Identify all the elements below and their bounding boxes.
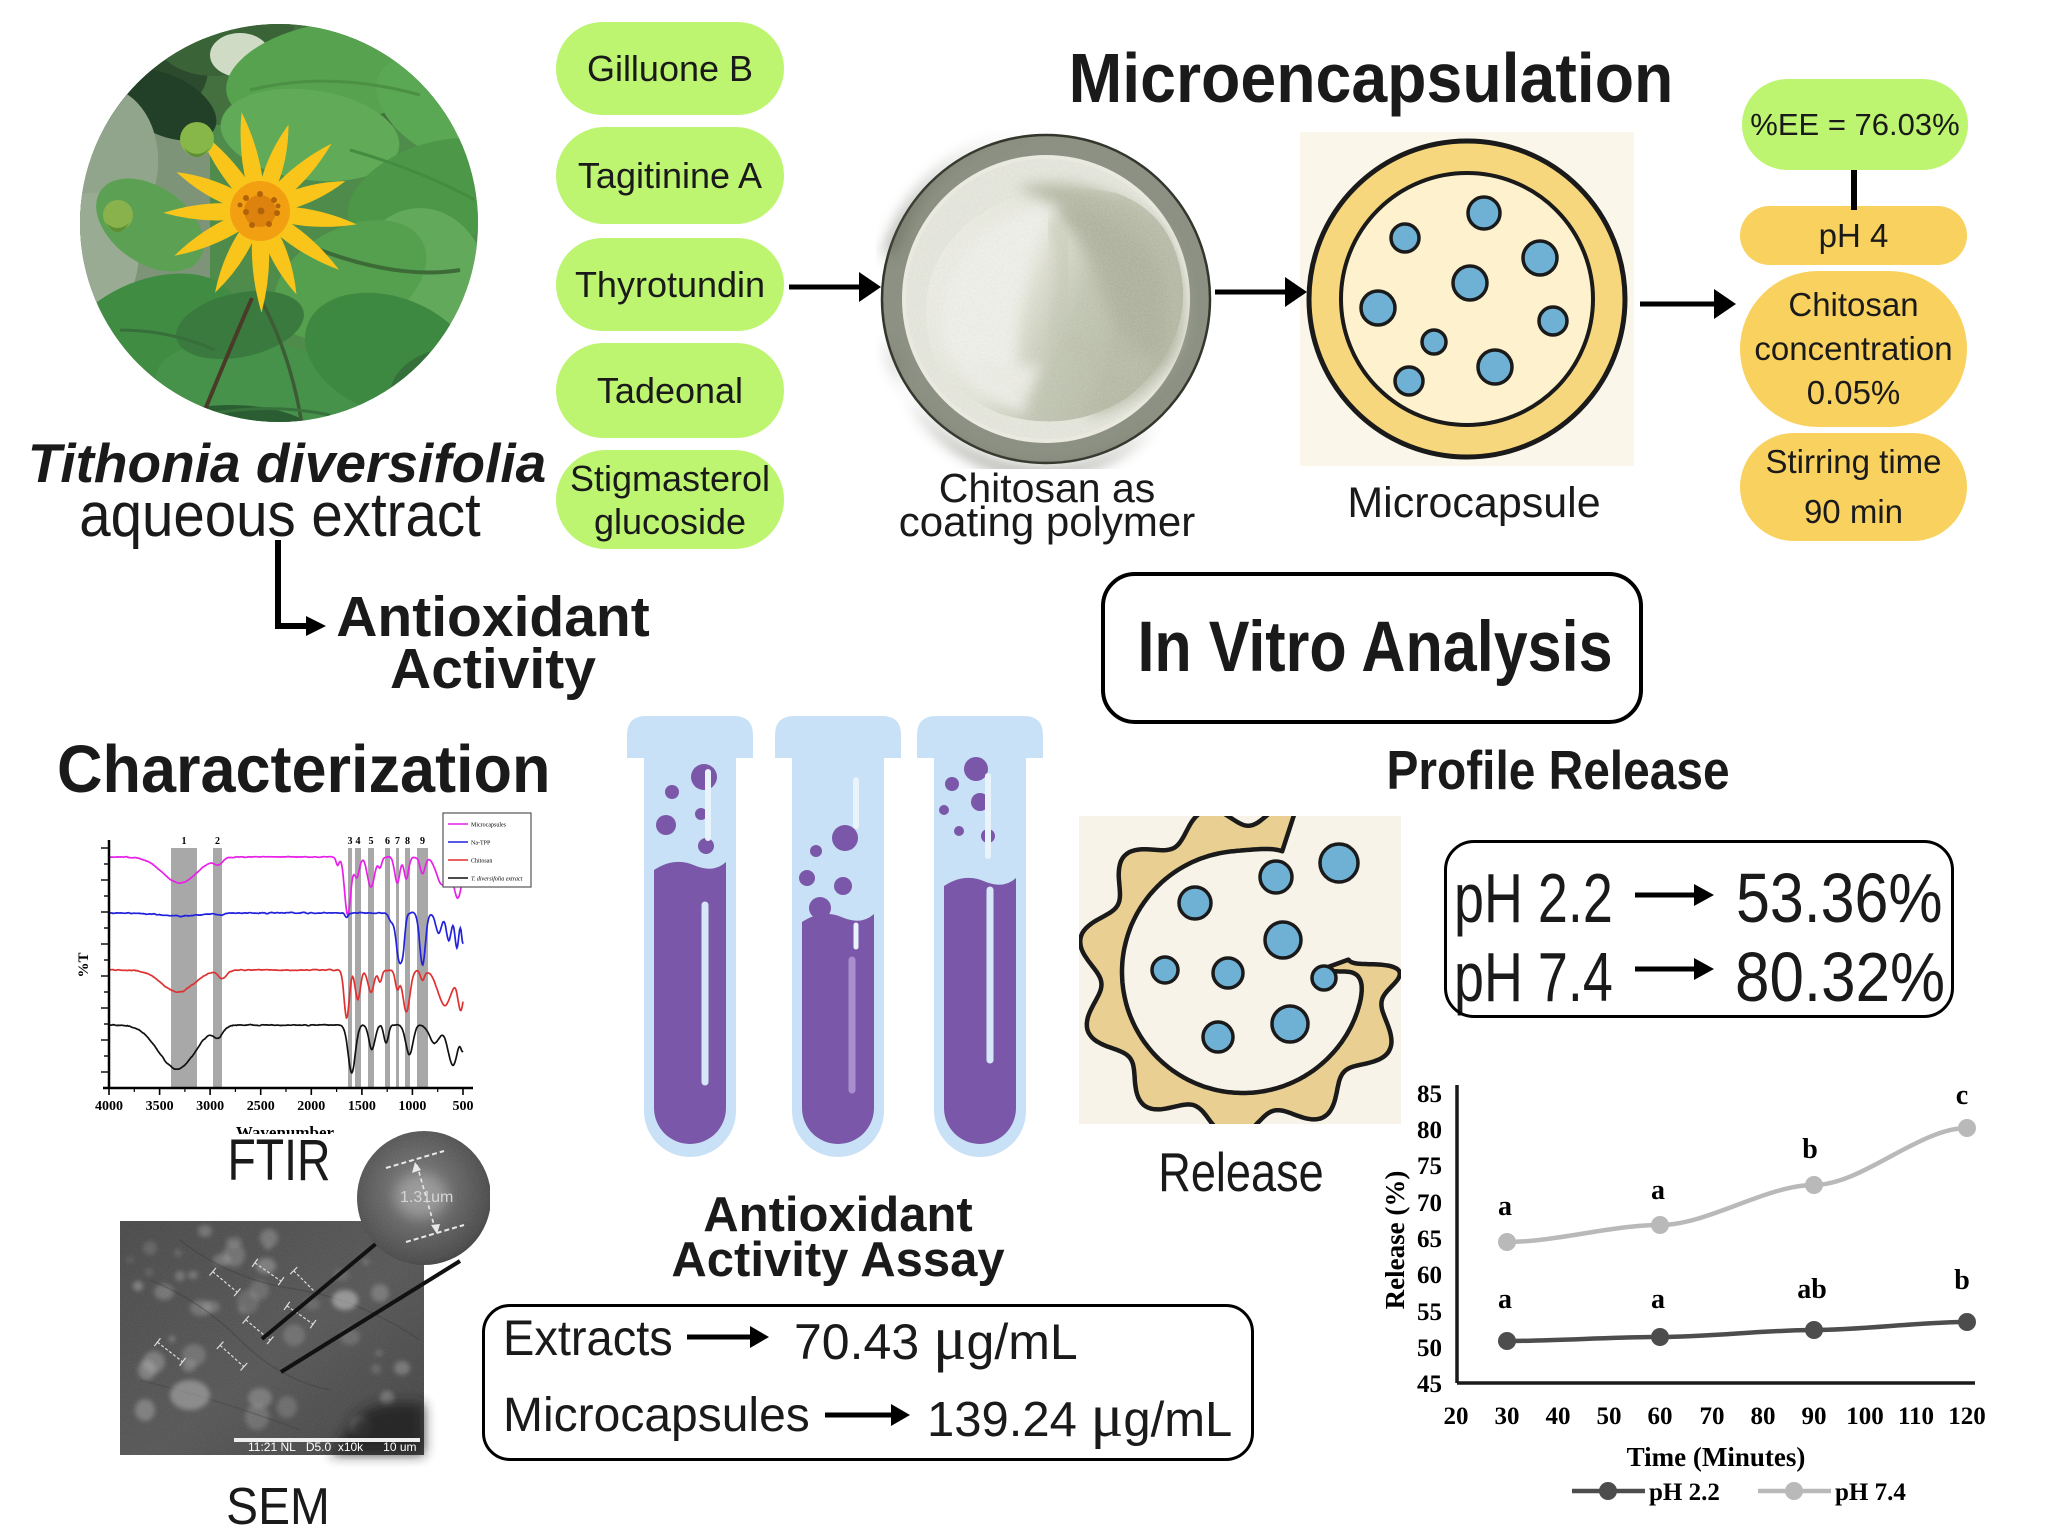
svg-text:50: 50 <box>1597 1403 1622 1430</box>
svg-text:Time (Minutes): Time (Minutes) <box>1627 1442 1806 1472</box>
svg-text:b: b <box>1802 1134 1818 1165</box>
svg-text:4000: 4000 <box>95 1099 123 1114</box>
svg-text:4: 4 <box>356 836 361 847</box>
svg-text:45: 45 <box>1417 1371 1442 1398</box>
svg-text:90: 90 <box>1802 1403 1827 1430</box>
svg-text:80: 80 <box>1417 1117 1442 1144</box>
svg-text:60: 60 <box>1648 1403 1673 1430</box>
svg-text:c: c <box>1956 1080 1968 1111</box>
svg-text:5: 5 <box>369 836 374 847</box>
svg-text:b: b <box>1954 1265 1970 1296</box>
svg-text:100: 100 <box>1846 1403 1884 1430</box>
svg-text:85: 85 <box>1417 1081 1442 1108</box>
svg-text:7: 7 <box>395 836 400 847</box>
svg-text:ab: ab <box>1797 1274 1827 1305</box>
svg-text:2: 2 <box>215 836 220 847</box>
svg-text:40: 40 <box>1546 1403 1571 1430</box>
svg-text:11:21 NL D5.0 x10k 10: 11:21 NL D5.0 x10k 10 um <box>248 1440 417 1454</box>
svg-text:a: a <box>1498 1191 1512 1222</box>
svg-text:%T: %T <box>76 952 92 977</box>
svg-text:pH 7.4: pH 7.4 <box>1835 1479 1906 1506</box>
svg-text:9: 9 <box>420 836 425 847</box>
svg-text:110: 110 <box>1898 1403 1934 1430</box>
svg-text:80: 80 <box>1751 1403 1776 1430</box>
svg-text:1.31um: 1.31um <box>400 1189 453 1206</box>
svg-text:Chitosan: Chitosan <box>471 859 492 865</box>
svg-text:65: 65 <box>1417 1226 1442 1253</box>
svg-text:3000: 3000 <box>196 1099 224 1114</box>
svg-text:75: 75 <box>1417 1153 1442 1180</box>
svg-text:Wavenumber: Wavenumber <box>236 1123 335 1134</box>
svg-text:2500: 2500 <box>247 1099 275 1114</box>
svg-text:T. diversifolia extract: T. diversifolia extract <box>471 876 523 883</box>
svg-text:a: a <box>1498 1284 1512 1315</box>
svg-text:1500: 1500 <box>348 1099 376 1114</box>
svg-text:pH 2.2: pH 2.2 <box>1649 1479 1720 1506</box>
svg-text:Microcapsules: Microcapsules <box>471 823 507 829</box>
svg-text:8: 8 <box>405 836 410 847</box>
svg-text:60: 60 <box>1417 1262 1442 1289</box>
svg-text:70: 70 <box>1417 1190 1442 1217</box>
svg-text:3: 3 <box>348 836 353 847</box>
svg-text:3500: 3500 <box>146 1099 174 1114</box>
svg-text:Release (%): Release (%) <box>1380 1171 1410 1310</box>
svg-text:2000: 2000 <box>297 1099 325 1114</box>
svg-text:50: 50 <box>1417 1335 1442 1362</box>
svg-text:20: 20 <box>1444 1403 1469 1430</box>
svg-text:55: 55 <box>1417 1299 1442 1326</box>
svg-text:a: a <box>1651 1175 1665 1206</box>
svg-text:1: 1 <box>182 836 187 847</box>
svg-text:30: 30 <box>1495 1403 1520 1430</box>
svg-text:120: 120 <box>1948 1403 1986 1430</box>
svg-text:Na-TPP: Na-TPP <box>471 841 491 847</box>
svg-text:500: 500 <box>453 1099 474 1114</box>
svg-text:6: 6 <box>385 836 390 847</box>
svg-text:a: a <box>1651 1284 1665 1315</box>
svg-text:1000: 1000 <box>398 1099 426 1114</box>
svg-text:70: 70 <box>1700 1403 1725 1430</box>
